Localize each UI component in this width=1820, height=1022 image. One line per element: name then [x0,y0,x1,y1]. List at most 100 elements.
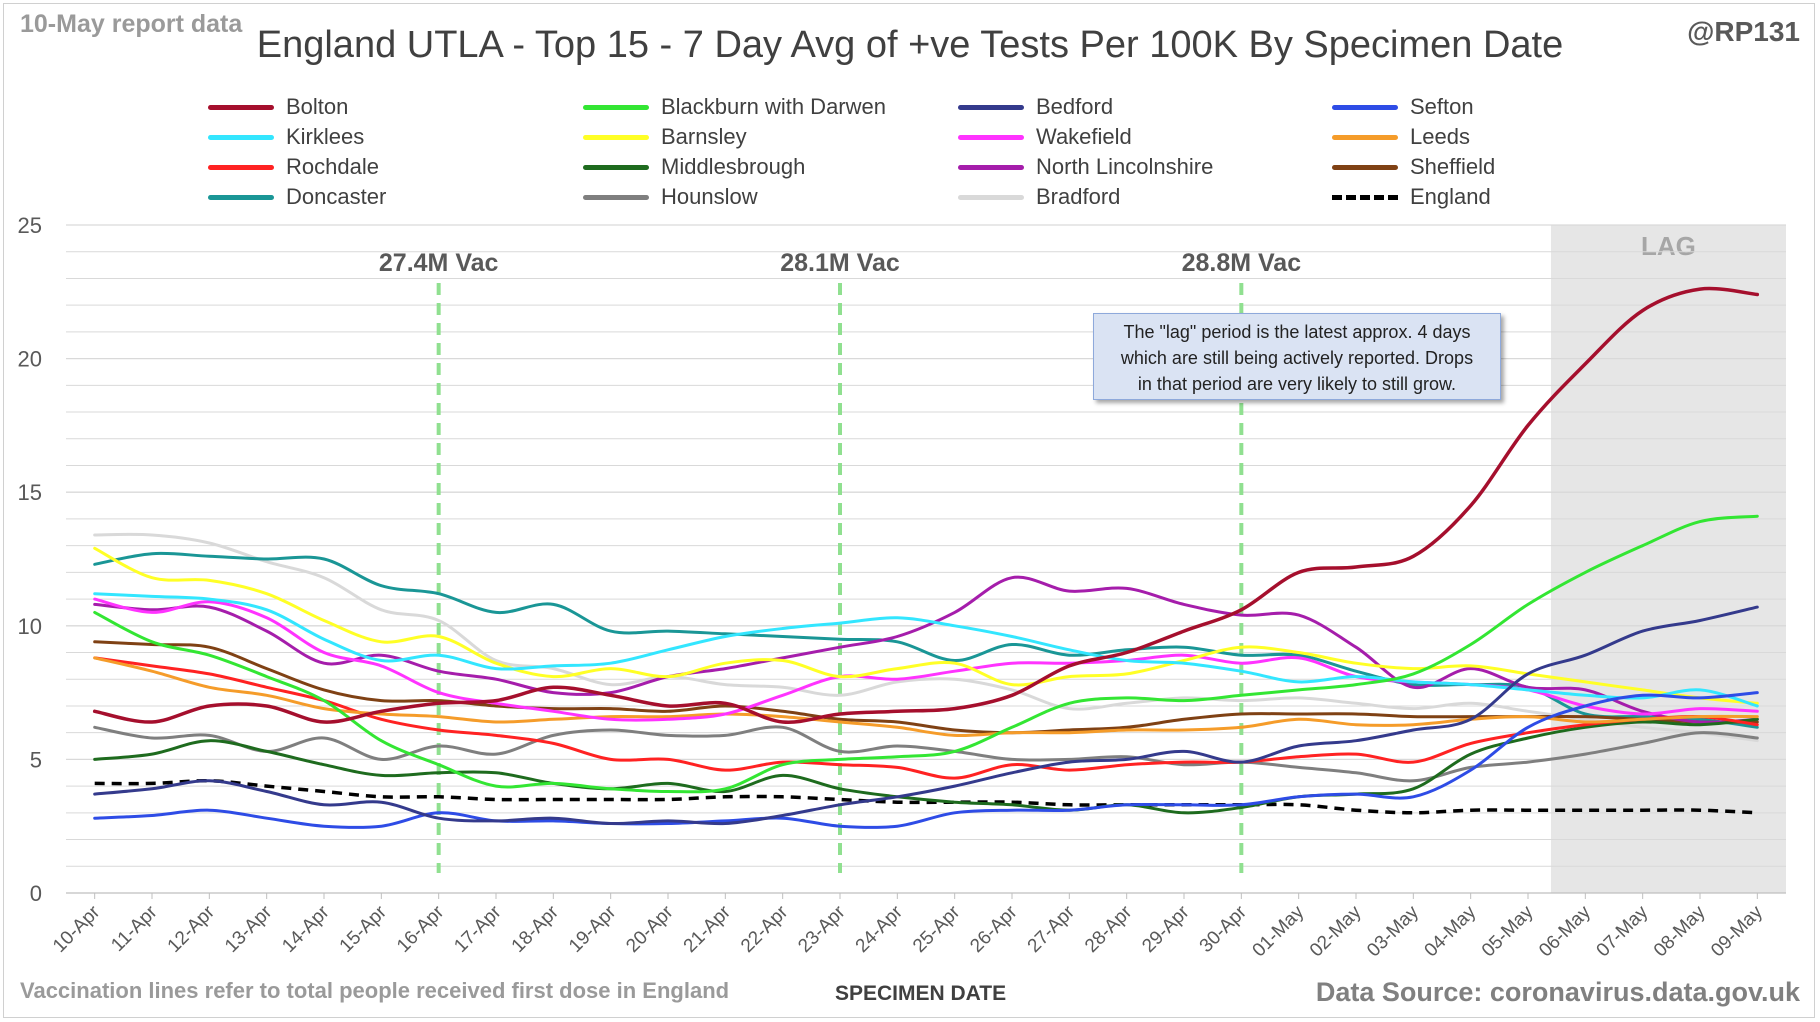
legend-swatch [1332,134,1398,140]
lag-note-box: The "lag" period is the latest approx. 4… [1093,313,1501,400]
legend-label: Bolton [286,94,349,119]
series-line-england [94,779,1758,815]
y-tick-label: 15 [18,480,42,505]
lag-note-line-1: The "lag" period is the latest approx. 4… [1123,322,1471,342]
series-line-barnsley [93,546,1759,705]
x-tick-label: 08-May [1650,901,1710,961]
legend-swatch [583,104,649,110]
legend-swatch [958,104,1024,110]
x-tick-label: 01-May [1249,901,1309,961]
legend-swatch [208,104,274,110]
legend-label: Sefton [1410,94,1474,119]
legend-swatch [1332,104,1398,110]
vaccination-label: 28.8M Vac [1182,249,1302,277]
x-tick-label: 06-May [1535,901,1595,961]
x-tick-label: 28-Apr [1081,901,1137,957]
legend-swatch [208,194,274,200]
series-line-kirklees [93,592,1759,708]
x-tick-label: 03-May [1363,901,1423,961]
legend-item-leeds: Leeds [1332,122,1470,152]
x-tick-label: 20-Apr [622,901,678,957]
legend-label: Hounslow [661,184,758,209]
x-tick-label: 12-Apr [164,901,220,957]
legend-swatch [583,164,649,170]
legend-item-middlesbrough: Middlesbrough [583,152,805,182]
author-handle: @RP131 [1687,16,1800,47]
legend-item-sheffield: Sheffield [1332,152,1495,182]
y-tick-label: 20 [18,347,42,372]
x-tick-label: 27-Apr [1024,901,1080,957]
legend-swatch [958,194,1024,200]
legend-item-blackburn-with-darwen: Blackburn with Darwen [583,92,886,122]
series-line-bradford [93,532,1759,743]
y-tick-label: 0 [30,881,42,906]
report-date-label: 10-May report data [20,10,243,38]
legend-item-england: England [1332,182,1491,212]
legend-label: Middlesbrough [661,154,806,179]
legend-swatch [1332,194,1398,200]
legend-label: Leeds [1410,124,1470,149]
lag-label: LAG [1641,231,1696,261]
legend-item-bradford: Bradford [958,182,1120,212]
series-line-bedford [93,605,1759,826]
series-line-blackburn-with-darwen [93,514,1759,794]
legend-label: England [1410,184,1491,209]
series-line-middlesbrough [93,717,1759,815]
series-line-rochdale [93,656,1759,780]
y-tick-label: 5 [30,747,42,772]
x-tick-label: 10-Apr [49,901,105,957]
legend-item-bedford: Bedford [958,92,1113,122]
x-tick-label: 30-Apr [1196,901,1252,957]
legend-item-north-lincolnshire: North Lincolnshire [958,152,1213,182]
x-tick-label: 14-Apr [278,901,334,957]
legend-label: Blackburn with Darwen [661,94,886,119]
x-tick-label: 29-Apr [1138,901,1194,957]
series-line-sefton [93,691,1759,830]
y-tick-label: 25 [18,213,42,238]
vaccination-footnote: Vaccination lines refer to total people … [20,978,730,1003]
legend-swatch [208,164,274,170]
x-tick-label: 22-Apr [737,901,793,957]
series-line-doncaster [93,551,1759,729]
legend-label: Wakefield [1036,124,1132,149]
chart-legend: Bolton Blackburn with Darwen Bedford Sefton… [208,94,1768,218]
x-tick-label: 17-Apr [450,901,506,957]
x-tick-label: 19-Apr [565,901,621,957]
legend-swatch [958,164,1024,170]
legend-item-sefton: Sefton [1332,92,1474,122]
legend-item-kirklees: Kirklees [208,122,364,152]
legend-label: Bedford [1036,94,1114,119]
legend-label: Rochdale [286,154,379,179]
legend-item-bolton: Bolton [208,92,348,122]
x-tick-label: 21-Apr [680,901,736,957]
x-tick-label: 16-Apr [393,901,449,957]
x-tick-label: 04-May [1421,901,1481,961]
x-tick-label: 25-Apr [909,901,965,957]
lag-note-line-3: in that period are very likely to still … [1137,374,1457,394]
x-tick-label: 02-May [1306,901,1366,961]
series-line-bolton [92,286,1760,724]
x-tick-label: 05-May [1478,901,1538,961]
legend-label: Kirklees [286,124,365,149]
legend-item-rochdale: Rochdale [208,152,379,182]
legend-swatch [208,134,274,140]
x-axis-title: SPECIMEN DATE [835,982,1007,1005]
legend-swatch [1332,164,1398,170]
x-tick-label: 23-Apr [794,901,850,957]
legend-label: North Lincolnshire [1036,154,1214,179]
lag-note-line-2: which are still being actively reported.… [1120,348,1474,368]
x-tick-label: 15-Apr [336,901,392,957]
legend-label: Doncaster [286,184,387,209]
x-tick-label: 13-Apr [221,901,277,957]
legend-item-barnsley: Barnsley [583,122,747,152]
x-tick-label: 24-Apr [852,901,908,957]
legend-item-hounslow: Hounslow [583,182,758,212]
x-tick-label: 11-Apr [107,901,162,956]
chart-frame [3,3,1815,1018]
y-tick-label: 10 [18,614,42,639]
legend-label: Bradford [1036,184,1121,209]
legend-label: Sheffield [1410,154,1496,179]
lag-region [1550,225,1786,893]
legend-swatch [583,134,649,140]
